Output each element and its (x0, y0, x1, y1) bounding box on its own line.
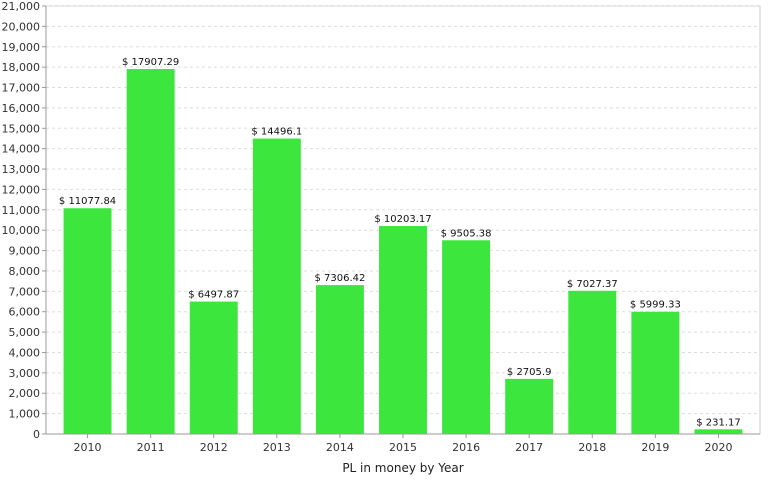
y-tick-label: 19,000 (2, 41, 41, 54)
y-axis-ticks: 0 1,000 2,000 3,000 4,000 5,000 6,000 7,000 8,00… (2, 0, 46, 441)
x-tick-label: 2015 (389, 441, 417, 454)
y-tick-label: 1,000 (9, 408, 41, 421)
bar-2016 (442, 240, 491, 434)
y-tick-label: 21,000 (2, 0, 41, 13)
bar-2015 (379, 226, 427, 434)
bars: $ 11077.84 $ 17907.29 $ 6497.87 $ 14496.1 $ … (59, 57, 743, 435)
data-label: $ 17907.29 (122, 57, 179, 68)
data-label: $ 6497.87 (188, 290, 239, 301)
data-label: $ 5999.33 (630, 300, 681, 311)
y-tick-label: 16,000 (2, 102, 41, 115)
bar-2020 (694, 429, 743, 434)
bar-2014 (315, 285, 364, 434)
data-label: $ 7306.42 (314, 273, 365, 284)
y-tick-label: 17,000 (2, 82, 41, 95)
y-tick-label: 15,000 (2, 122, 41, 135)
y-tick-label: 12,000 (2, 183, 41, 196)
y-tick-label: 20,000 (2, 20, 41, 33)
y-tick-label: 6,000 (9, 306, 41, 319)
y-tick-label: 2,000 (9, 387, 41, 400)
y-tick-label: 8,000 (9, 265, 41, 278)
data-label: $ 11077.84 (59, 196, 116, 207)
x-tick-label: 2014 (326, 441, 354, 454)
x-tick-label: 2011 (137, 441, 165, 454)
x-tick-label: 2016 (452, 441, 480, 454)
x-tick-label: 2020 (704, 441, 732, 454)
bar-2010 (63, 208, 112, 434)
data-label: $ 2705.9 (507, 367, 552, 378)
data-label: $ 231.17 (696, 417, 741, 428)
data-label: $ 7027.37 (567, 279, 618, 290)
x-tick-label: 2017 (515, 441, 543, 454)
data-label: $ 9505.38 (441, 228, 492, 239)
bar-2019 (631, 311, 680, 434)
x-tick-label: 2010 (74, 441, 102, 454)
y-tick-label: 13,000 (2, 163, 41, 176)
bar-2011 (126, 69, 175, 434)
y-tick-label: 3,000 (9, 367, 41, 380)
data-label: $ 10203.17 (374, 214, 431, 225)
x-axis-ticks: 2010 2011 2012 2013 2014 2015 2016 2017 2018 2019… (74, 434, 732, 454)
y-tick-label: 4,000 (9, 346, 41, 359)
y-tick-label: 9,000 (9, 245, 41, 258)
y-tick-label: 0 (33, 428, 40, 441)
bar-2017 (505, 378, 554, 434)
bar-2018 (568, 290, 617, 434)
y-tick-label: 11,000 (2, 204, 41, 217)
x-tick-label: 2013 (263, 441, 291, 454)
y-tick-label: 10,000 (2, 224, 41, 237)
y-tick-label: 7,000 (9, 285, 41, 298)
y-tick-label: 14,000 (2, 143, 41, 156)
bar-2013 (252, 138, 301, 435)
y-tick-label: 5,000 (9, 326, 41, 339)
x-axis-title: PL in money by Year (342, 461, 463, 475)
x-tick-label: 2012 (200, 441, 228, 454)
bar-2012 (189, 301, 238, 434)
x-tick-label: 2019 (641, 441, 669, 454)
data-label: $ 14496.1 (251, 127, 302, 138)
x-tick-label: 2018 (578, 441, 606, 454)
y-tick-label: 18,000 (2, 61, 41, 74)
